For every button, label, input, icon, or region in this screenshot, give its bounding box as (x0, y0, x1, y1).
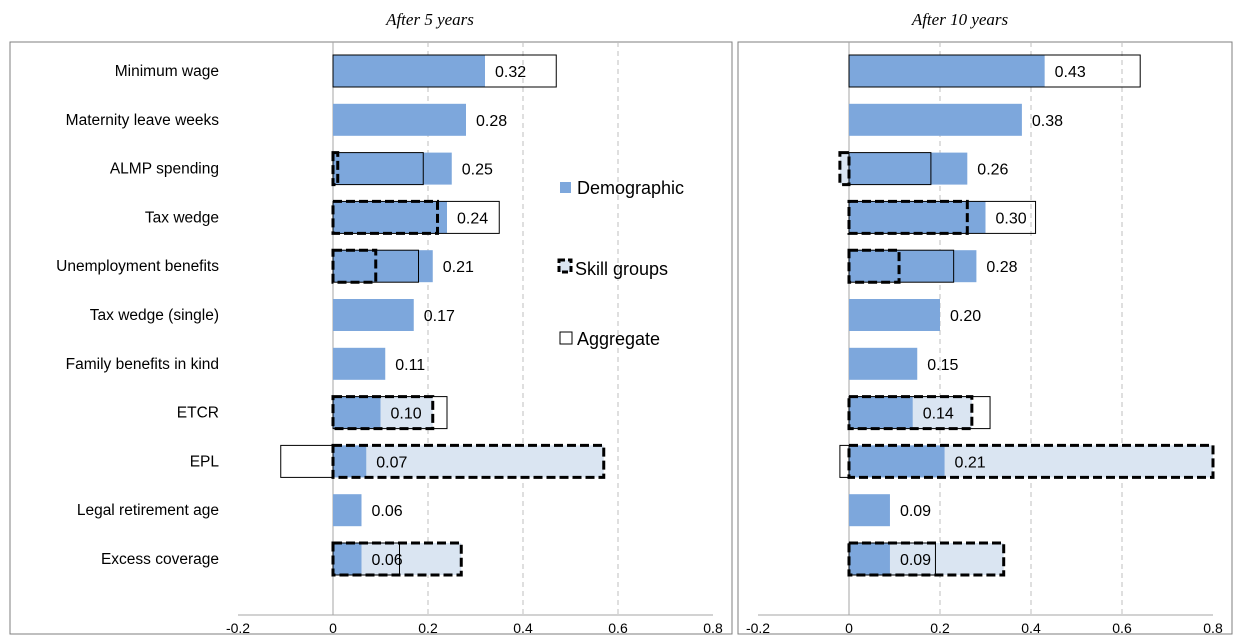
bar-skill-outline-right-10 (847, 541, 1006, 577)
bar-skill-outline-right-2 (838, 151, 851, 187)
bar-skill-outline-left-7 (331, 395, 435, 431)
bar-demographic-left-5 (333, 299, 414, 331)
bar-demographic-left-8 (333, 445, 367, 478)
legend-label-demographic: Demographic (577, 178, 684, 198)
bar-demographic-right-3 (849, 201, 986, 234)
bar-aggregate-left-0 (332, 54, 557, 88)
value-label-right-10: 0.09 (900, 552, 931, 569)
bar-demographic-left-9 (333, 494, 362, 527)
bar-demographic-left-6 (333, 347, 386, 380)
legend-swatch-demographic (560, 182, 571, 193)
x-tick-label-right-0: -0.2 (746, 620, 770, 636)
category-label-9: Legal retirement age (77, 502, 219, 519)
legend: Demographic Skill groups Aggregate (557, 178, 684, 349)
bar-demographic-right-0 (849, 55, 1045, 87)
x-tick-label-right-3: 0.4 (1021, 620, 1041, 636)
bar-skill-fill-left-8 (333, 445, 604, 478)
bar-demographic-left-7 (333, 396, 381, 429)
category-label-1: Maternity leave weeks (66, 112, 220, 129)
bar-skill-fill-right-2 (839, 152, 849, 185)
x-tick-label-left-5: 0.8 (703, 620, 723, 636)
category-label-8: EPL (190, 453, 220, 470)
bar-skill-outline-left-2 (331, 151, 340, 187)
bar-demographic-left-4 (333, 250, 433, 283)
x-tick-label-left-2: 0.2 (418, 620, 438, 636)
bar-skill-outline-left-10 (331, 541, 463, 577)
value-label-right-1: 0.38 (1032, 113, 1063, 130)
x-tick-label-left-0: -0.2 (226, 620, 250, 636)
bar-demographic-left-2 (333, 152, 452, 185)
value-label-right-0: 0.43 (1055, 64, 1086, 81)
value-label-left-2: 0.25 (462, 162, 493, 179)
bar-skill-outline-left-8 (331, 443, 606, 479)
panel-left-plot: -0.2 0 0.2 0.4 0.6 0.8 Minimum wage 0.32 Materni… (56, 42, 723, 636)
category-label-0: Minimum wage (115, 63, 219, 80)
bar-aggregate-left-8 (280, 444, 334, 478)
legend-swatch-skill-groups (557, 258, 573, 274)
value-label-left-5: 0.17 (424, 308, 455, 325)
value-label-right-3: 0.30 (996, 210, 1027, 227)
bar-demographic-left-3 (333, 201, 447, 234)
bar-demographic-right-6 (849, 347, 918, 380)
bar-skill-outline-left-4 (331, 248, 378, 284)
x-tick-label-right-1: 0 (845, 620, 853, 636)
value-label-left-7: 0.10 (391, 406, 422, 423)
bar-skill-outline-right-3 (847, 199, 969, 235)
category-label-5: Tax wedge (single) (90, 307, 219, 324)
category-label-10: Excess coverage (101, 551, 219, 568)
bar-demographic-right-2 (849, 152, 968, 185)
bar-skill-outline-right-8 (847, 443, 1215, 479)
bar-demographic-right-7 (849, 396, 913, 429)
value-label-right-5: 0.20 (950, 308, 981, 325)
category-label-3: Tax wedge (145, 209, 219, 226)
value-label-left-3: 0.24 (457, 210, 488, 227)
bar-demographic-right-8 (849, 445, 945, 478)
x-tick-label-right-4: 0.6 (1112, 620, 1132, 636)
bar-demographic-right-1 (849, 103, 1022, 136)
x-tick-label-left-3: 0.4 (513, 620, 533, 636)
category-label-6: Family benefits in kind (66, 356, 219, 373)
bar-skill-outline-right-4 (847, 248, 901, 284)
panel-frame-right (737, 41, 1233, 635)
value-label-left-9: 0.06 (372, 503, 403, 520)
category-label-7: ETCR (177, 405, 219, 422)
panel-title-right: After 10 years (911, 10, 1009, 29)
bar-aggregate-right-2 (848, 152, 932, 186)
bar-skill-outline-left-3 (331, 199, 439, 235)
x-tick-label-right-5: 0.8 (1203, 620, 1223, 636)
panel-title-left: After 5 years (385, 10, 474, 29)
value-label-left-0: 0.32 (495, 64, 526, 81)
value-label-left-4: 0.21 (443, 259, 474, 276)
value-label-left-1: 0.28 (476, 113, 507, 130)
value-label-right-2: 0.26 (977, 162, 1008, 179)
bar-demographic-left-0 (333, 55, 485, 87)
bar-demographic-right-10 (849, 543, 890, 575)
x-tick-label-right-2: 0.2 (930, 620, 950, 636)
legend-label-aggregate: Aggregate (577, 329, 660, 349)
x-tick-label-left-4: 0.6 (608, 620, 628, 636)
value-label-right-6: 0.15 (927, 357, 958, 374)
bar-demographic-right-9 (849, 494, 890, 527)
category-label-4: Unemployment benefits (56, 258, 219, 275)
x-tick-label-left-1: 0 (329, 620, 337, 636)
bar-demographic-left-1 (333, 103, 466, 136)
category-label-2: ALMP spending (110, 161, 219, 178)
bar-skill-outline-right-7 (847, 395, 974, 431)
value-label-right-7: 0.14 (923, 406, 954, 423)
value-label-right-8: 0.21 (955, 454, 986, 471)
legend-label-skill-groups: Skill groups (575, 259, 668, 279)
bar-demographic-left-10 (333, 543, 362, 575)
panel-right-plot: -0.2 0 0.2 0.4 0.6 0.8 0.43 0.38 0.26 0.30 0.28 0.2… (746, 42, 1223, 636)
value-label-left-10: 0.06 (372, 552, 403, 569)
panel-frame-left (9, 41, 733, 635)
value-label-right-9: 0.09 (900, 503, 931, 520)
value-label-left-8: 0.07 (376, 454, 407, 471)
bar-demographic-right-4 (849, 250, 977, 283)
bar-aggregate-right-0 (848, 54, 1141, 88)
value-label-left-6: 0.11 (395, 357, 425, 374)
bar-demographic-right-5 (849, 299, 940, 331)
legend-swatch-aggregate (559, 331, 573, 345)
value-label-right-4: 0.28 (986, 259, 1017, 276)
